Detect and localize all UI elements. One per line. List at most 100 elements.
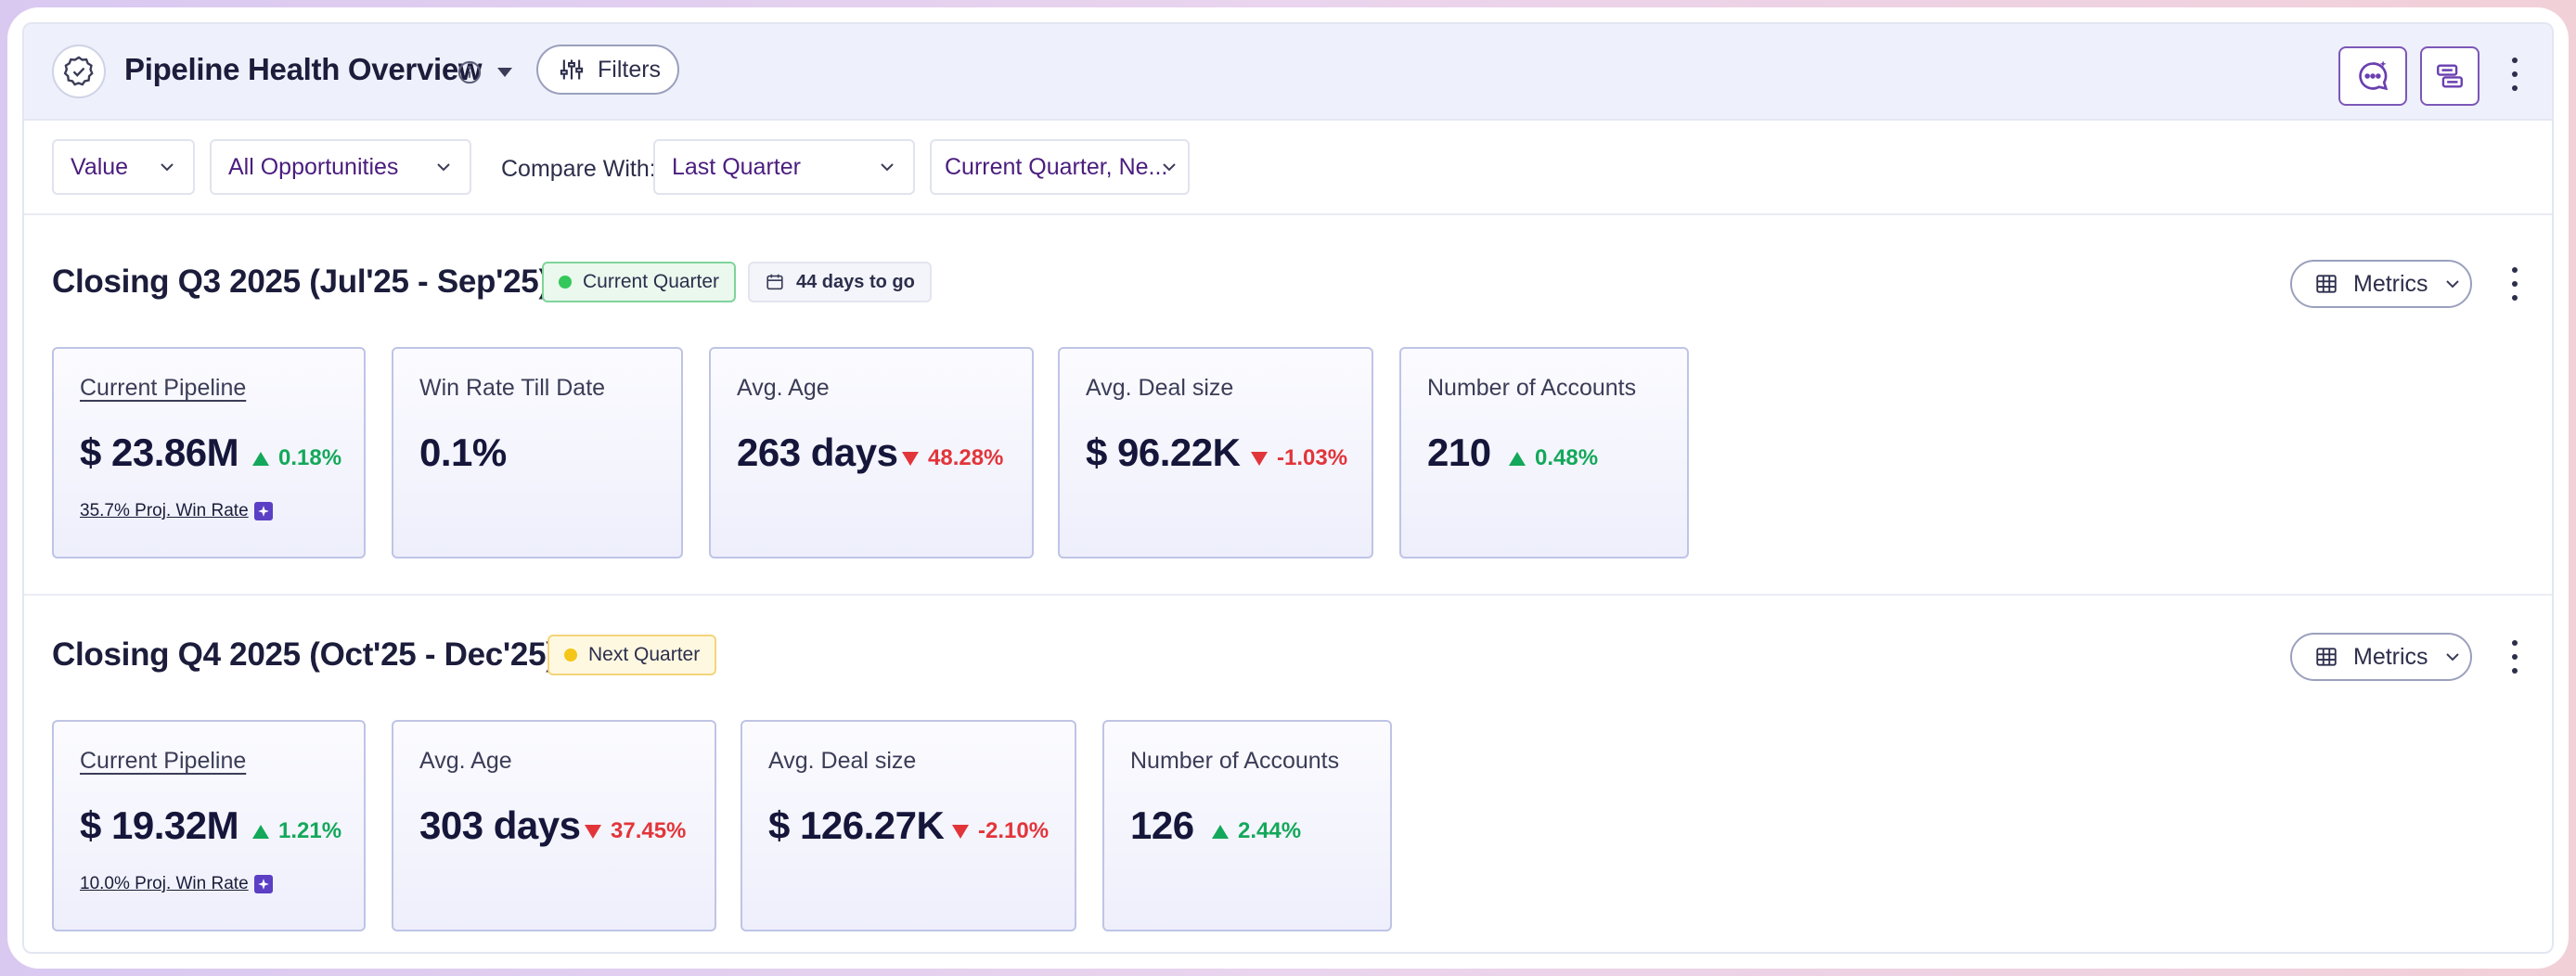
arrow-down-icon bbox=[952, 824, 969, 839]
card-label: Avg. Age bbox=[419, 748, 512, 774]
ai-chat-button[interactable] bbox=[2338, 46, 2407, 106]
badge-check-icon bbox=[52, 45, 106, 98]
metric-card-avg-age[interactable]: Avg. Age 303 days 37.45% bbox=[392, 720, 716, 931]
sliders-icon bbox=[560, 59, 584, 80]
card-value: $ 19.32M bbox=[80, 803, 239, 847]
filters-button[interactable]: Filters bbox=[536, 45, 679, 95]
proj-win-rate-label: 10.0% Proj. Win Rate bbox=[80, 874, 249, 893]
sparkle-icon bbox=[253, 502, 273, 520]
status-badge-label: Current Quarter bbox=[583, 271, 720, 292]
more-vertical-icon[interactable] bbox=[2505, 263, 2524, 304]
layout-button[interactable] bbox=[2420, 46, 2479, 106]
info-icon[interactable] bbox=[457, 59, 483, 85]
card-label: Avg. Deal size bbox=[768, 748, 917, 774]
delta-value: 37.45% bbox=[611, 818, 687, 843]
app-frame: Pipeline Health Overview Filters bbox=[7, 7, 2569, 969]
card-value: 303 days bbox=[419, 803, 581, 847]
chevron-down-icon bbox=[161, 163, 174, 172]
chevron-down-icon bbox=[1163, 163, 1176, 172]
proj-win-rate-label: 35.7% Proj. Win Rate bbox=[80, 501, 249, 520]
filters-label: Filters bbox=[598, 56, 662, 83]
layout-icon bbox=[2437, 64, 2463, 88]
arrow-up-icon bbox=[252, 824, 269, 839]
days-to-go-label: 44 days to go bbox=[796, 271, 915, 292]
proj-win-rate-link[interactable]: 35.7% Proj. Win Rate bbox=[80, 501, 273, 521]
proj-win-rate-link[interactable]: 10.0% Proj. Win Rate bbox=[80, 874, 273, 894]
header-bar: Pipeline Health Overview Filters bbox=[24, 24, 2552, 121]
days-to-go-badge: 44 days to go bbox=[748, 262, 932, 302]
delta-indicator: 2.44% bbox=[1212, 818, 1301, 844]
compare-with-label: Compare With: bbox=[501, 156, 656, 182]
page-title: Pipeline Health Overview bbox=[124, 52, 483, 86]
status-dot bbox=[559, 276, 572, 289]
card-value: $ 23.86M bbox=[80, 430, 239, 474]
card-label: Avg. Age bbox=[737, 375, 830, 401]
section-title: Closing Q4 2025 (Oct'25 - Dec'25) bbox=[52, 636, 557, 673]
metric-card-avg-deal-size[interactable]: Avg. Deal size $ 96.22K -1.03% bbox=[1058, 347, 1373, 559]
metric-card-win-rate[interactable]: Win Rate Till Date 0.1% bbox=[392, 347, 683, 559]
delta-value: 48.28% bbox=[928, 445, 1004, 470]
section-title: Closing Q3 2025 (Jul'25 - Sep'25) bbox=[52, 263, 549, 300]
card-label[interactable]: Current Pipeline bbox=[80, 748, 247, 774]
delta-indicator: 0.48% bbox=[1509, 445, 1598, 471]
chevron-down-icon bbox=[881, 163, 894, 172]
chevron-down-icon bbox=[437, 163, 450, 172]
card-label: Number of Accounts bbox=[1427, 375, 1637, 401]
section-divider bbox=[24, 594, 2552, 596]
card-label[interactable]: Current Pipeline bbox=[80, 375, 247, 401]
card-value: 126 bbox=[1130, 803, 1194, 847]
metric-card-avg-age[interactable]: Avg. Age 263 days 48.28% bbox=[709, 347, 1034, 559]
period-select-value: Current Quarter, Ne... bbox=[945, 153, 1168, 180]
status-badge: Current Quarter bbox=[542, 262, 737, 302]
section-q3: Closing Q3 2025 (Jul'25 - Sep'25) Curren… bbox=[24, 215, 2552, 594]
caret-down-icon[interactable] bbox=[496, 65, 514, 80]
card-value: $ 96.22K bbox=[1086, 430, 1241, 474]
chevron-down-icon bbox=[2445, 280, 2459, 289]
arrow-up-icon bbox=[252, 451, 269, 466]
delta-indicator: 48.28% bbox=[902, 445, 1003, 471]
arrow-down-icon bbox=[902, 451, 919, 466]
chevron-down-icon bbox=[2445, 653, 2459, 661]
metric-card-avg-deal-size[interactable]: Avg. Deal size $ 126.27K -2.10% bbox=[741, 720, 1076, 931]
delta-value: -1.03% bbox=[1277, 445, 1348, 470]
metrics-button[interactable]: Metrics bbox=[2290, 260, 2472, 308]
metric-card-accounts[interactable]: Number of Accounts 210 0.48% bbox=[1399, 347, 1689, 559]
delta-value: 0.18% bbox=[278, 445, 342, 470]
delta-indicator: -1.03% bbox=[1251, 445, 1347, 471]
calendar-icon bbox=[766, 274, 783, 290]
status-badge-label: Next Quarter bbox=[588, 644, 701, 665]
delta-indicator: 1.21% bbox=[252, 818, 341, 844]
card-value: 0.1% bbox=[419, 430, 507, 474]
metrics-label: Metrics bbox=[2353, 643, 2428, 670]
delta-indicator: 0.18% bbox=[252, 445, 341, 471]
table-icon bbox=[2316, 648, 2337, 666]
delta-indicator: 37.45% bbox=[585, 818, 686, 844]
card-value: 263 days bbox=[737, 430, 898, 474]
more-vertical-icon[interactable] bbox=[2505, 636, 2524, 677]
sparkle-icon bbox=[253, 875, 273, 893]
opportunities-select[interactable]: All Opportunities bbox=[210, 139, 471, 195]
status-badge: Next Quarter bbox=[547, 635, 717, 675]
arrow-down-icon bbox=[585, 824, 601, 839]
metrics-button[interactable]: Metrics bbox=[2290, 633, 2472, 681]
measure-select[interactable]: Value bbox=[52, 139, 195, 195]
card-label: Number of Accounts bbox=[1130, 748, 1340, 774]
delta-value: -2.10% bbox=[978, 818, 1050, 843]
dashboard-panel: Pipeline Health Overview Filters bbox=[22, 22, 2554, 954]
card-value: 210 bbox=[1427, 430, 1491, 474]
card-value: $ 126.27K bbox=[768, 803, 945, 847]
metric-card-accounts[interactable]: Number of Accounts 126 2.44% bbox=[1102, 720, 1392, 931]
delta-value: 1.21% bbox=[278, 818, 342, 843]
period-select[interactable]: Current Quarter, Ne... bbox=[930, 139, 1190, 195]
delta-indicator: -2.10% bbox=[952, 818, 1049, 844]
card-label: Win Rate Till Date bbox=[419, 375, 606, 401]
section-q4: Closing Q4 2025 (Oct'25 - Dec'25) Next Q… bbox=[24, 596, 2552, 952]
metric-card-current-pipeline[interactable]: Current Pipeline $ 23.86M 0.18% 35.7% Pr… bbox=[52, 347, 366, 559]
compare-select-value: Last Quarter bbox=[672, 153, 801, 180]
metric-card-current-pipeline[interactable]: Current Pipeline $ 19.32M 1.21% 10.0% Pr… bbox=[52, 720, 366, 931]
card-label: Avg. Deal size bbox=[1086, 375, 1234, 401]
delta-value: 2.44% bbox=[1238, 818, 1302, 843]
table-icon bbox=[2316, 275, 2337, 293]
more-vertical-icon[interactable] bbox=[2505, 54, 2524, 95]
compare-select[interactable]: Last Quarter bbox=[653, 139, 915, 195]
